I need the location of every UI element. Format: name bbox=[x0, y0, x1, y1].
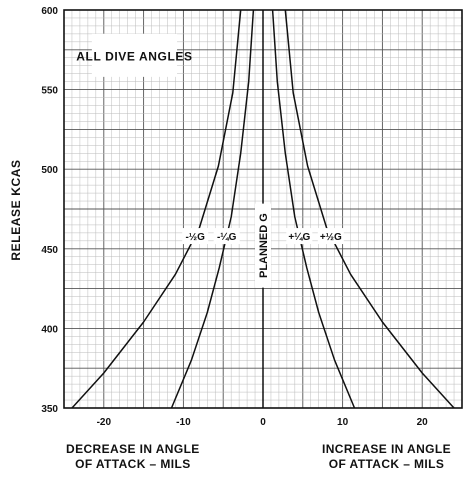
x-axis-label-right-line1: INCREASE IN ANGLE bbox=[322, 442, 452, 456]
x-tick-label: 0 bbox=[260, 417, 266, 428]
x-axis-label-right-line2: OF ATTACK – MILS bbox=[328, 457, 445, 471]
y-tick-label: 350 bbox=[41, 404, 58, 415]
y-tick-label: 500 bbox=[41, 165, 58, 176]
series-label-bg bbox=[213, 228, 240, 245]
series-label-bg bbox=[255, 203, 271, 288]
x-tick-label: -20 bbox=[97, 417, 112, 428]
y-tick-label: 400 bbox=[41, 324, 58, 335]
series-label: +½G bbox=[320, 232, 342, 243]
series-label-bg bbox=[286, 228, 313, 245]
y-tick-label: 450 bbox=[41, 245, 58, 256]
annotation-text: ALL DIVE ANGLES bbox=[76, 49, 192, 63]
y-axis-label: RELEASE KCAS bbox=[9, 159, 23, 260]
series-label: -½G bbox=[185, 232, 205, 243]
y-tick-label: 550 bbox=[41, 86, 58, 97]
y-tick-label: 600 bbox=[41, 6, 58, 17]
series-label: PLANNED G bbox=[258, 213, 270, 278]
series-line bbox=[71, 9, 242, 409]
x-axis-label-left-line1: DECREASE IN ANGLE bbox=[66, 442, 200, 456]
series-label: +¼G bbox=[288, 232, 310, 243]
x-axis-label-left-line2: OF ATTACK – MILS bbox=[75, 457, 191, 471]
series-label-bg bbox=[317, 228, 344, 245]
x-axis-label-right: INCREASE IN ANGLE OF ATTACK – MILS bbox=[322, 442, 451, 472]
x-tick-label: -10 bbox=[176, 417, 191, 428]
tick-labels: 350 400 450 500 550 600 -20 -10 0 10 20 bbox=[41, 6, 428, 428]
annotation-box: ALL DIVE ANGLES bbox=[76, 33, 192, 77]
x-axis-label-left: DECREASE IN ANGLE OF ATTACK – MILS bbox=[66, 442, 200, 472]
x-tick-label: 20 bbox=[417, 417, 429, 428]
series-label: -¼G bbox=[217, 232, 237, 243]
annotation-bg bbox=[91, 33, 178, 77]
series-label-bg bbox=[182, 228, 209, 245]
curves: -½G -¼G +¼G +½G PLANNED G bbox=[71, 9, 455, 409]
x-tick-label: 10 bbox=[337, 417, 349, 428]
series-line bbox=[284, 9, 455, 409]
